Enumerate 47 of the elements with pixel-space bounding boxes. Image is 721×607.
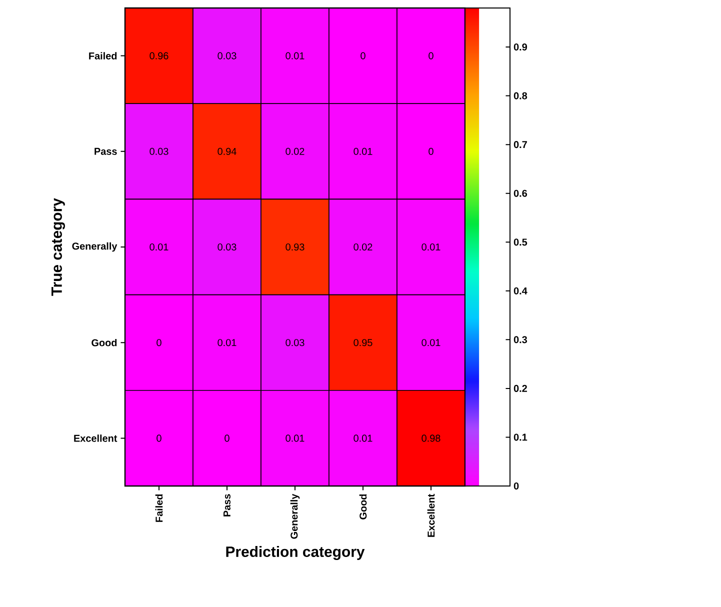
data-label: 0.02 [354,243,372,251]
data-label: 0 [156,339,162,346]
color-bar-label: 0.9 [514,43,528,51]
data-label: 0.01 [422,243,440,251]
y-tick-label: Failed [89,52,117,60]
data-label: 0.01 [286,52,304,60]
x-axis-title: Prediction category [226,546,365,560]
data-label: 0.03 [286,339,304,346]
data-label: 0.94 [218,148,236,155]
data-label: 0.01 [354,148,372,155]
y-axis-title: True category [52,198,65,296]
color-bar-label: 0 [514,482,519,490]
color-bar-label: 0.2 [514,384,527,392]
data-label: 0.95 [354,339,372,346]
data-label: 0.03 [218,243,236,251]
y-tick-label: Pass [94,148,117,155]
data-label: 0 [224,434,230,442]
data-label: 0.01 [422,339,440,346]
data-label: 0 [360,52,366,60]
color-bar-label: 0.6 [514,190,528,197]
data-label: 0.01 [218,339,236,346]
x-tick-label: Failed [155,494,163,522]
data-label: 0.01 [354,434,372,442]
data-label: 0 [156,434,162,442]
data-label: 0 [428,52,434,60]
data-label: 0.03 [150,148,168,155]
data-label: 0.01 [286,434,304,442]
color-bar-label: 0.7 [514,141,527,148]
y-tick-label: Generally [72,242,118,252]
color-bar-label: 0.5 [514,238,528,246]
data-label: 0 [428,148,434,155]
x-tick-label: Pass [224,494,230,516]
data-label: 0.03 [218,52,236,60]
data-label: 0.93 [286,243,304,251]
x-tick-label: Generally [290,494,300,539]
y-tick-label: Good [92,338,117,346]
color-bar-label: 0.3 [514,336,528,344]
data-label: 0.96 [150,52,168,60]
data-label: 0.01 [150,243,168,251]
x-tick-label: Excellent [427,494,435,537]
color-bar-label: 0.1 [514,434,528,441]
color-bar-label: 0.8 [514,92,528,100]
y-tick-label: Excellent [74,434,118,442]
data-label: 0.02 [286,148,304,155]
data-label: 0.98 [422,434,440,442]
color-bar-label: 0.4 [514,287,528,294]
x-tick-label: Good [359,494,367,520]
